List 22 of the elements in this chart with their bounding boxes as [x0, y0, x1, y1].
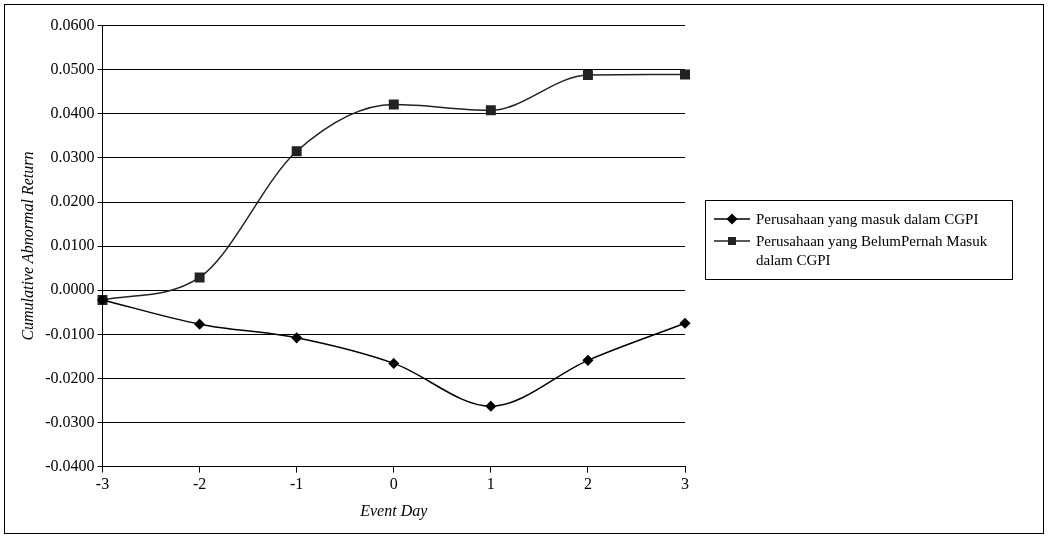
y-tick-label: 0.0000 — [50, 280, 95, 298]
x-tick-label: -1 — [290, 475, 304, 493]
x-tick-label: 1 — [486, 475, 495, 493]
y-tick-label: -0.0100 — [45, 324, 95, 342]
y-tick-label: 0.0400 — [50, 104, 95, 121]
y-axis-title: Cumulative Abnormal Return — [18, 151, 36, 341]
x-tick-label: -2 — [192, 475, 207, 493]
x-tick-label: 0 — [389, 475, 398, 493]
x-axis-title: Event Day — [359, 501, 429, 520]
legend-label: Perusahaan yang masuk dalam CGPI — [756, 210, 979, 229]
y-tick-label: 0.0500 — [50, 59, 95, 77]
y-tick-label: -0.0200 — [45, 368, 95, 386]
y-tick-label: -0.0300 — [45, 412, 95, 430]
y-tick-label: 0.0200 — [50, 192, 95, 210]
y-tick-label: 0.0100 — [50, 236, 95, 254]
x-tick-label: -3 — [95, 475, 110, 493]
y-tick-label: -0.0400 — [45, 456, 95, 474]
x-tick-label: 2 — [583, 475, 592, 493]
legend-label: Perusahaan yang BelumPernah Masuk dalam CGPI — [756, 232, 989, 270]
x-tick-label: 3 — [681, 475, 689, 493]
y-tick-label: 0.0300 — [50, 148, 95, 166]
y-tick-label: 0.0600 — [50, 15, 95, 33]
